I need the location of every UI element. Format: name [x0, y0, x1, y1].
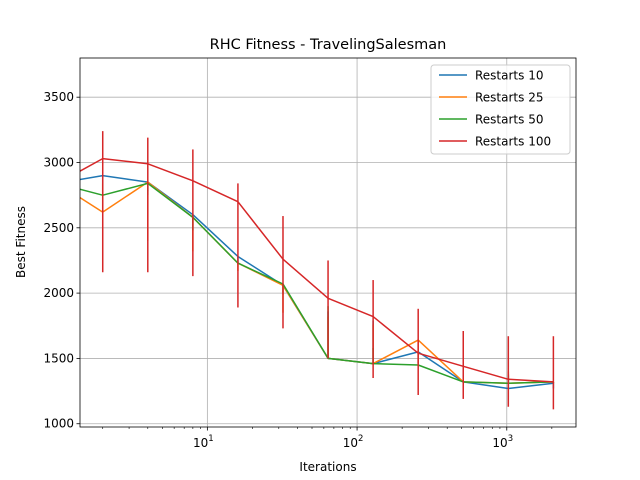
x-tick-base: 10 [193, 436, 208, 450]
series-3 [80, 131, 555, 410]
x-tick-label: 101 [193, 434, 214, 450]
legend-label: Restarts 10 [475, 69, 543, 83]
legend-label: Restarts 100 [475, 135, 551, 149]
x-tick-base: 10 [343, 436, 358, 450]
x-tick-label: 102 [343, 434, 364, 450]
series-line [80, 182, 554, 384]
chart-title: RHC Fitness - TravelingSalesman [210, 37, 447, 53]
series-layer [80, 131, 555, 410]
y-tick-label: 1000 [43, 417, 74, 431]
plot-frame [79, 57, 577, 428]
series-line [80, 157, 554, 383]
x-tick-base: 10 [492, 436, 507, 450]
y-axis-label: Best Fitness [14, 206, 28, 278]
y-tick-label: 1500 [43, 351, 74, 365]
legend-label: Restarts 25 [475, 91, 543, 105]
legend-box [430, 64, 571, 155]
y-tick-label: 2500 [43, 221, 74, 235]
x-tick-label: 103 [492, 434, 513, 450]
x-tick-exponent: 1 [208, 434, 213, 444]
y-tick-label: 2000 [43, 286, 74, 300]
x-tick-exponent: 3 [508, 434, 513, 444]
legend: Restarts 10 Restarts 25 Restarts 50 Restart… [430, 64, 571, 155]
y-tick-label: 3000 [43, 155, 74, 169]
x-tick-exponent: 2 [358, 434, 363, 444]
x-axis-label: Iterations [299, 460, 356, 474]
legend-label: Restarts 50 [475, 113, 543, 127]
y-tick-label: 3500 [43, 90, 74, 104]
